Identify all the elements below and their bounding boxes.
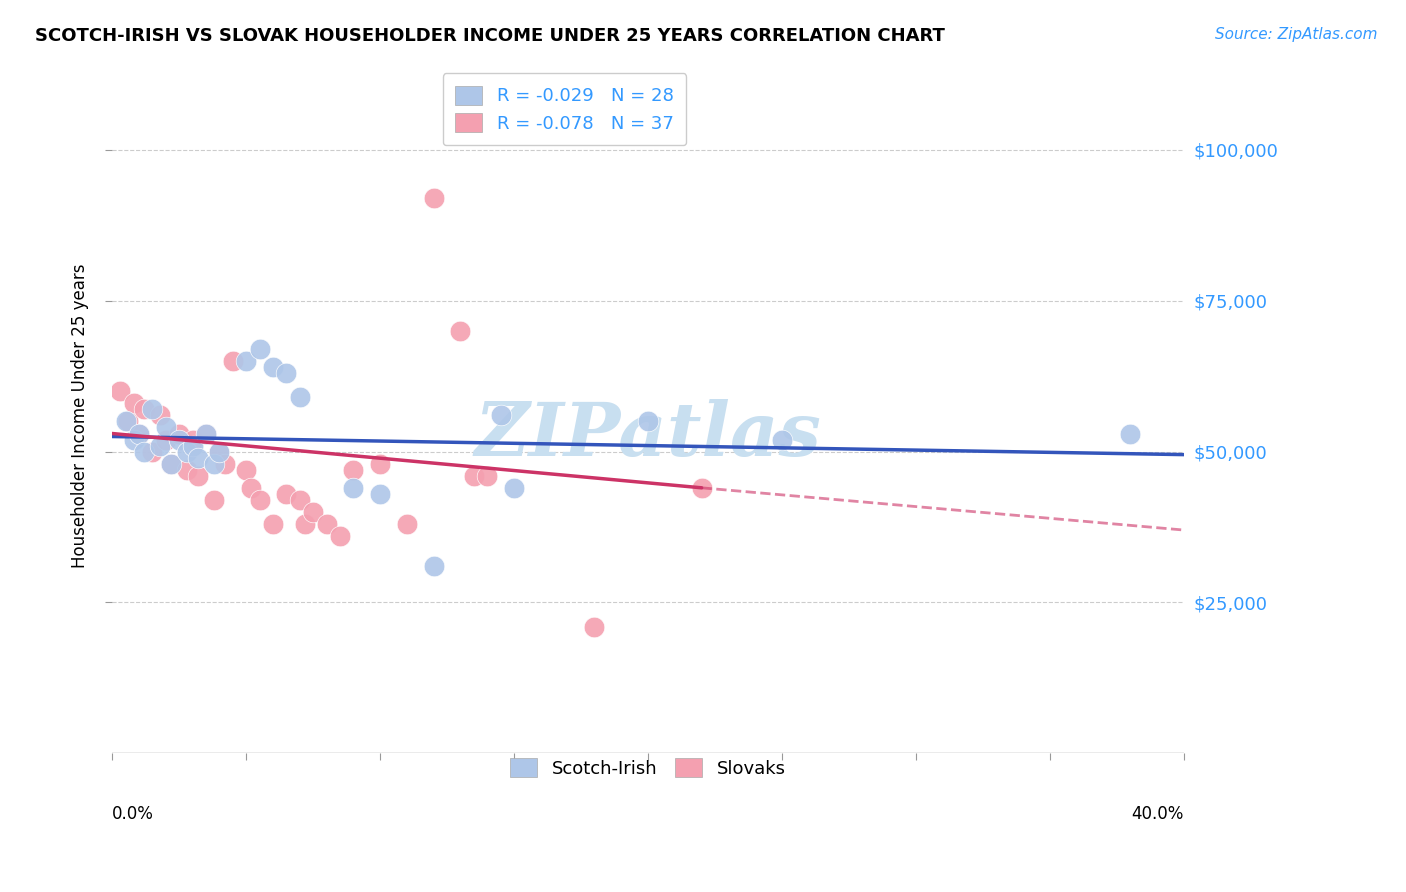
Point (128, 426, 150, 441)
Point (294, 516, 316, 531)
Point (187, 468, 209, 483)
Point (489, 409, 512, 423)
Point (329, 529, 352, 543)
Point (770, 433, 793, 447)
Point (122, 433, 145, 447)
Text: SCOTCH-IRISH VS SLOVAK HOUSEHOLDER INCOME UNDER 25 YEARS CORRELATION CHART: SCOTCH-IRISH VS SLOVAK HOUSEHOLDER INCOM… (35, 27, 945, 45)
Point (503, 481, 526, 495)
Point (288, 492, 311, 507)
Point (114, 414, 136, 428)
Point (450, 324, 472, 338)
Point (167, 433, 190, 447)
Point (149, 409, 172, 423)
Point (176, 444, 198, 458)
Point (342, 481, 364, 495)
Point (249, 492, 271, 507)
Point (235, 463, 257, 477)
Point (108, 384, 131, 399)
Point (167, 426, 190, 441)
Point (155, 420, 177, 434)
Point (235, 354, 257, 368)
Legend: Scotch-Irish, Slovaks: Scotch-Irish, Slovaks (503, 750, 793, 785)
Point (181, 439, 204, 453)
Point (276, 487, 298, 501)
Point (368, 487, 391, 501)
Y-axis label: Householder Income Under 25 years: Householder Income Under 25 years (72, 263, 89, 567)
Point (222, 354, 245, 368)
Text: ZIPatlas: ZIPatlas (475, 400, 821, 472)
Text: 0.0%: 0.0% (112, 805, 155, 822)
Point (637, 414, 659, 428)
Point (134, 444, 156, 458)
Point (160, 457, 183, 471)
Point (395, 516, 418, 531)
Point (149, 439, 172, 453)
Point (134, 402, 156, 417)
Point (583, 619, 606, 633)
Point (690, 481, 713, 495)
Point (141, 402, 163, 417)
Point (117, 414, 139, 428)
Point (262, 360, 284, 375)
Point (160, 457, 183, 471)
Point (208, 444, 231, 458)
Point (202, 457, 225, 471)
Point (249, 342, 271, 356)
Point (240, 481, 263, 495)
Point (315, 516, 337, 531)
Point (202, 492, 225, 507)
Text: 40.0%: 40.0% (1132, 805, 1184, 822)
Point (187, 450, 209, 465)
Point (463, 468, 485, 483)
Point (122, 396, 145, 410)
Point (262, 516, 284, 531)
Point (141, 444, 163, 458)
Point (176, 463, 198, 477)
Point (194, 426, 217, 441)
Point (422, 559, 444, 574)
Point (1119, 426, 1142, 441)
Point (128, 426, 150, 441)
Point (288, 390, 311, 404)
Point (477, 468, 499, 483)
Text: Source: ZipAtlas.com: Source: ZipAtlas.com (1215, 27, 1378, 42)
Point (368, 457, 391, 471)
Point (214, 457, 236, 471)
Point (208, 444, 231, 458)
Point (302, 505, 325, 519)
Point (342, 463, 364, 477)
Point (422, 191, 444, 205)
Point (181, 433, 204, 447)
Point (155, 433, 177, 447)
Point (194, 426, 217, 441)
Point (276, 366, 298, 380)
